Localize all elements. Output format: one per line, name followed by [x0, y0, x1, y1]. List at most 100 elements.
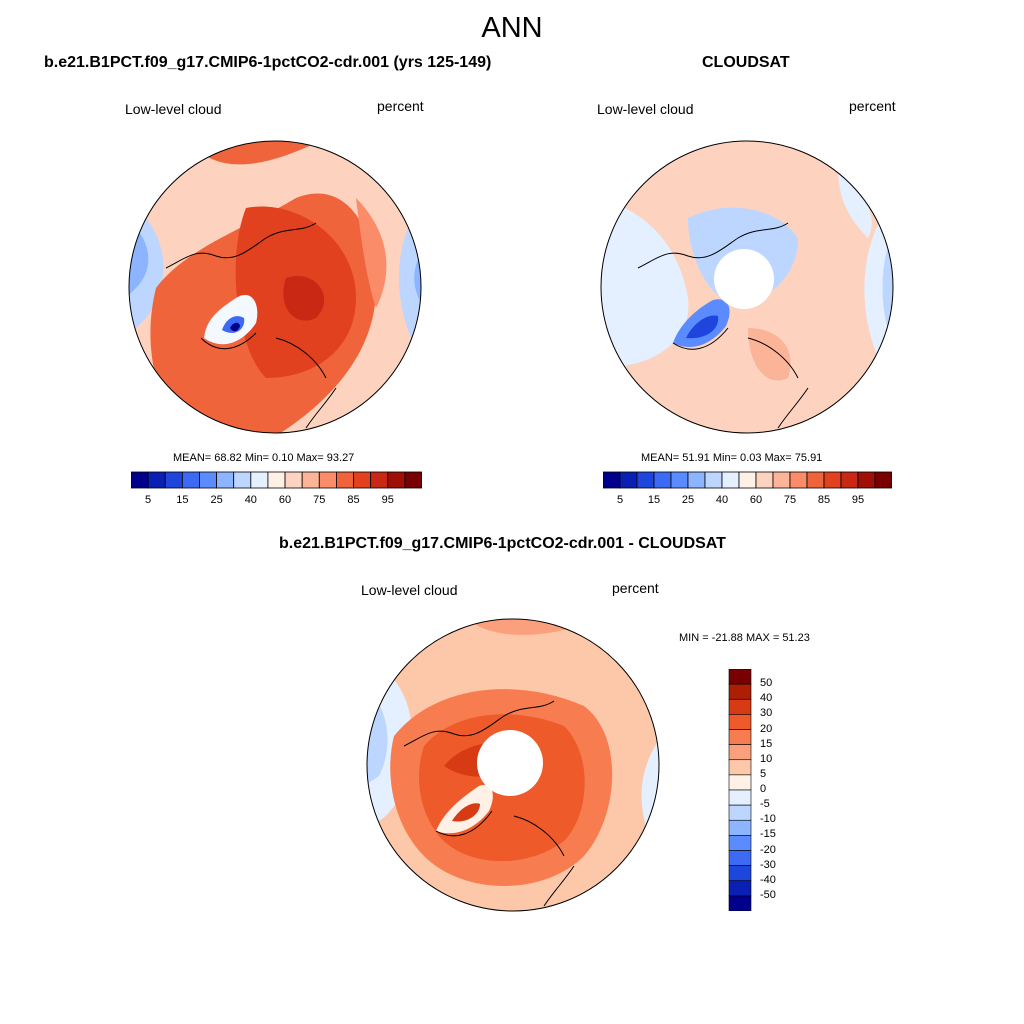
- colorbar-tick-label: 95: [851, 494, 865, 506]
- colorbar-swatch: [823, 471, 842, 489]
- colorbar-tick-label: 5: [760, 767, 767, 780]
- colorbar-tick-label: 30: [760, 707, 773, 720]
- colorbar-swatch: [687, 471, 706, 489]
- missing-data-pole: [714, 249, 774, 309]
- colorbar-swatch: [603, 471, 621, 489]
- colorbar-swatch: [721, 471, 740, 489]
- panel-model-stats: MEAN= 68.82 Min= 0.10 Max= 93.27: [173, 452, 355, 464]
- colorbar-tick-label: 75: [783, 494, 797, 506]
- colorbar-tick-label: 40: [760, 692, 773, 705]
- colorbar-tick-label: -20: [760, 843, 776, 856]
- colorbar-swatch: [131, 471, 149, 489]
- colorbar-swatch: [728, 819, 752, 836]
- colorbar-tick-label: 5: [145, 494, 152, 506]
- colorbar-tick-label: -30: [760, 858, 776, 871]
- colorbar-tick-label: -15: [760, 828, 776, 841]
- colorbar-swatch: [216, 471, 235, 489]
- colorbar-swatch: [728, 759, 752, 776]
- colorbar-swatch: [387, 471, 406, 489]
- colorbar-swatch: [181, 471, 200, 489]
- panel-model-title: b.e21.B1PCT.f09_g17.CMIP6-1pctCO2-cdr.00…: [44, 54, 492, 71]
- colorbar-tick-label: 15: [176, 494, 189, 506]
- colorbar-tick-label: 20: [760, 722, 773, 735]
- colorbar-swatch: [199, 471, 217, 489]
- colorbar-swatch: [619, 471, 638, 489]
- colorbar-tick-label: 25: [210, 494, 223, 506]
- panel-obs-polar-map: [600, 140, 894, 434]
- contour-region: [601, 198, 689, 368]
- colorbar-swatch: [164, 471, 183, 489]
- colorbar-tick-label: 40: [244, 494, 257, 506]
- colorbar-swatch: [284, 471, 303, 489]
- colorbar-swatch: [233, 471, 252, 489]
- contour-region: [356, 198, 387, 308]
- colorbar-swatch: [728, 683, 752, 700]
- colorbar-tick-label: 40: [715, 494, 729, 506]
- panel-obs-variable-label: Low-level cloud: [597, 101, 694, 117]
- colorbar-swatch: [728, 880, 752, 897]
- contour-region: [838, 168, 872, 238]
- panel-obs-units-label: percent: [849, 98, 896, 114]
- colorbar-swatch: [728, 744, 752, 761]
- colorbar-tick-label: 95: [381, 494, 394, 506]
- missing-data-pole: [477, 730, 543, 796]
- greenland-region: [230, 322, 240, 332]
- colorbar-swatch: [250, 471, 269, 489]
- colorbar-tick-label: -10: [760, 813, 776, 826]
- colorbar-swatch: [857, 471, 876, 489]
- coastline: [637, 222, 809, 429]
- panel-obs-stats: MEAN= 51.91 Min= 0.03 Max= 75.91: [641, 452, 823, 464]
- panel-model-colorbar: [131, 471, 422, 489]
- colorbar-tick-label: 0: [760, 783, 767, 795]
- colorbar-swatch: [806, 471, 825, 489]
- colorbar-swatch: [370, 471, 389, 489]
- panel-diff-colorbar: [728, 669, 752, 911]
- panel-obs-colorbar: [603, 471, 892, 489]
- colorbar-tick-label: 25: [681, 494, 695, 506]
- greenland-region: [452, 803, 480, 822]
- colorbar-swatch: [267, 471, 286, 489]
- colorbar-swatch: [728, 698, 752, 715]
- colorbar-swatch: [728, 729, 752, 745]
- coastline: [165, 222, 337, 429]
- colorbar-swatch: [772, 471, 791, 489]
- colorbar-tick-label: 75: [313, 494, 326, 506]
- colorbar-swatch: [318, 471, 337, 489]
- figure-title: ANN: [481, 12, 543, 44]
- colorbar-swatch: [728, 865, 752, 882]
- greenland-region: [686, 315, 719, 339]
- colorbar-swatch: [301, 471, 320, 489]
- colorbar-swatch: [728, 789, 752, 806]
- colorbar-swatch: [728, 835, 752, 851]
- contour-region: [414, 248, 421, 308]
- colorbar-tick-label: 60: [278, 494, 292, 506]
- panel-diff-polar-map: [366, 618, 660, 912]
- colorbar-tick-label: 5: [616, 494, 624, 506]
- panel-obs-title: CLOUDSAT: [702, 54, 790, 71]
- panel-diff-title: b.e21.B1PCT.f09_g17.CMIP6-1pctCO2-cdr.00…: [279, 535, 726, 552]
- colorbar-tick-label: 85: [817, 494, 831, 506]
- colorbar-swatch: [636, 471, 655, 489]
- colorbar-tick-label: 50: [760, 677, 773, 690]
- colorbar-swatch: [874, 471, 892, 489]
- colorbar-swatch: [353, 471, 372, 489]
- panel-diff-stats: MIN = -21.88 MAX = 51.23: [679, 632, 810, 644]
- colorbar-swatch: [670, 471, 689, 489]
- colorbar-tick-label: 15: [760, 737, 773, 750]
- colorbar-tick-label: 85: [347, 494, 360, 506]
- colorbar-swatch: [336, 471, 354, 489]
- colorbar-tick-label: -40: [760, 873, 776, 886]
- panel-model-units-label: percent: [377, 98, 424, 114]
- colorbar-tick-label: 10: [760, 752, 773, 765]
- coastline: [403, 700, 575, 907]
- colorbar-tick-label: 60: [749, 494, 763, 506]
- colorbar-tick-label: -50: [760, 888, 776, 901]
- colorbar-swatch: [738, 471, 757, 489]
- colorbar-swatch: [653, 471, 672, 489]
- colorbar-swatch: [755, 471, 774, 489]
- colorbar-swatch: [404, 471, 422, 489]
- colorbar-swatch: [728, 774, 752, 791]
- colorbar-swatch: [704, 471, 723, 489]
- panel-model-variable-label: Low-level cloud: [125, 101, 222, 117]
- colorbar-swatch: [728, 669, 752, 685]
